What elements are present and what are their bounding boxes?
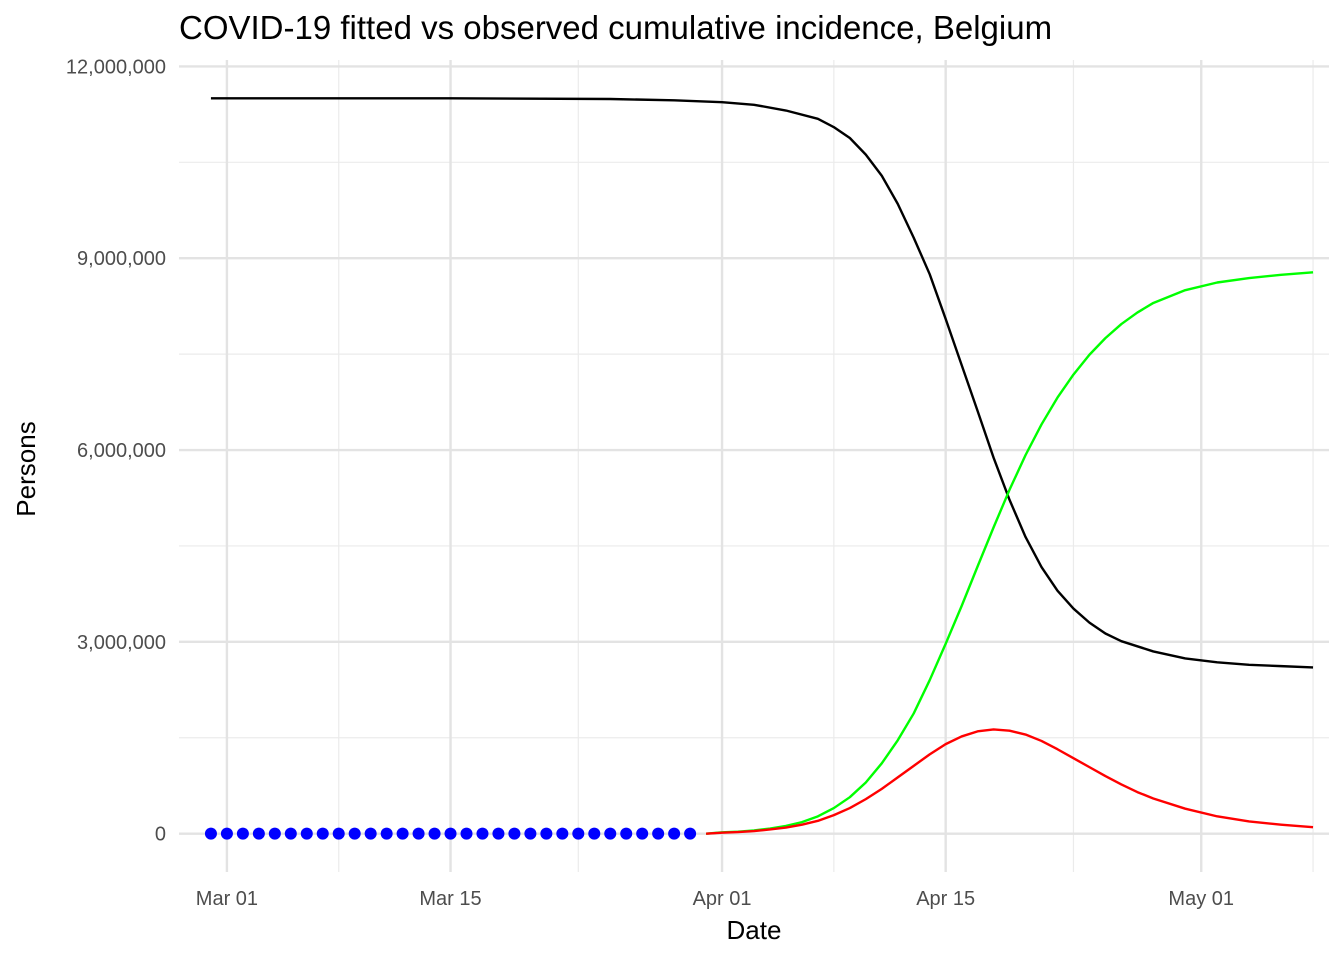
observed-point bbox=[300, 827, 313, 840]
observed-point bbox=[268, 827, 281, 840]
series-line-2 bbox=[705, 271, 1314, 835]
observed-point bbox=[636, 827, 649, 840]
chart-title: COVID-19 fitted vs observed cumulative i… bbox=[179, 9, 1052, 46]
x-tick-label: Apr 15 bbox=[916, 888, 975, 910]
observed-point bbox=[348, 827, 361, 840]
x-tick-label: May 01 bbox=[1168, 888, 1234, 910]
observed-point bbox=[364, 827, 377, 840]
observed-point bbox=[604, 827, 617, 840]
observed-point bbox=[668, 827, 681, 840]
observed-point bbox=[236, 827, 249, 840]
observed-point bbox=[220, 827, 233, 840]
x-axis-title: Date bbox=[727, 915, 782, 945]
x-axis-tick-labels: Mar 01 Mar 15 Apr 01 Apr 15 May 01 bbox=[196, 888, 1234, 910]
observed-point bbox=[428, 827, 441, 840]
series-line-1 bbox=[210, 97, 1314, 669]
major-gridlines bbox=[179, 60, 1329, 872]
observed-point bbox=[444, 827, 457, 840]
y-tick-label: 6,000,000 bbox=[77, 440, 166, 462]
observed-point bbox=[204, 827, 217, 840]
observed-point bbox=[684, 827, 697, 840]
observed-point bbox=[588, 827, 601, 840]
y-axis-tick-labels: 0 3,000,000 6,000,000 9,000,000 12,000,000 bbox=[66, 56, 166, 845]
series-layer bbox=[204, 97, 1314, 840]
observed-point bbox=[396, 827, 409, 840]
y-tick-label: 12,000,000 bbox=[66, 56, 166, 78]
y-tick-label: 9,000,000 bbox=[77, 248, 166, 270]
observed-point bbox=[556, 827, 569, 840]
observed-point bbox=[316, 827, 329, 840]
observed-point bbox=[460, 827, 473, 840]
observed-point bbox=[508, 827, 521, 840]
observed-point bbox=[284, 827, 297, 840]
observed-point bbox=[572, 827, 585, 840]
y-tick-label: 3,000,000 bbox=[77, 632, 166, 654]
observed-point bbox=[652, 827, 665, 840]
y-tick-label: 0 bbox=[155, 824, 166, 846]
x-tick-label: Mar 01 bbox=[196, 888, 258, 910]
observed-point bbox=[332, 827, 345, 840]
observed-point bbox=[252, 827, 265, 840]
minor-gridlines bbox=[179, 60, 1329, 872]
x-tick-label: Apr 01 bbox=[693, 888, 752, 910]
series-line-3 bbox=[706, 728, 1314, 835]
observed-point bbox=[380, 827, 393, 840]
observed-point bbox=[492, 827, 505, 840]
observed-point bbox=[476, 827, 489, 840]
observed-point bbox=[524, 827, 537, 840]
observed-point bbox=[412, 827, 425, 840]
observed-point bbox=[540, 827, 553, 840]
observed-point bbox=[620, 827, 633, 840]
y-axis-title: Persons bbox=[11, 421, 41, 516]
x-tick-label: Mar 15 bbox=[419, 888, 481, 910]
